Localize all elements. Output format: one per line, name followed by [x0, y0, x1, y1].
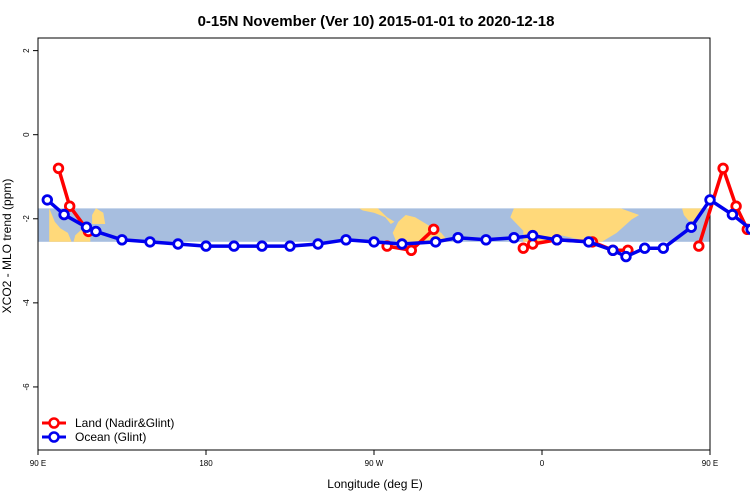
y-axis: 2 0 -2 -4 -6 [22, 48, 38, 391]
land-south-america [392, 215, 449, 242]
data-point-ocean [144, 236, 156, 248]
data-point-ocean [312, 238, 324, 250]
data-point-ocean [90, 225, 102, 238]
x-tick-label: 90 E [702, 459, 718, 468]
data-point-ocean [745, 223, 750, 235]
data-point-land [405, 244, 418, 257]
map-band [38, 208, 710, 242]
legend-label-ocean: Ocean (Glint) [75, 430, 146, 444]
x-tick-label: 0 [540, 459, 545, 468]
data-point-ocean [583, 236, 595, 248]
data-point-ocean [200, 240, 212, 252]
land-africa [510, 208, 640, 242]
data-point-ocean [368, 236, 380, 248]
land-indochina [49, 208, 72, 242]
series-line-ocean [46, 198, 750, 259]
series-ocean [41, 194, 750, 263]
data-point-ocean [508, 231, 520, 244]
data-point-ocean [620, 250, 632, 263]
data-point-ocean [80, 221, 93, 233]
legend-entry-ocean: Ocean (Glint) [42, 430, 146, 444]
data-point-ocean [340, 234, 352, 246]
data-point-ocean [685, 221, 698, 233]
data-point-land [717, 162, 729, 175]
data-point-ocean [396, 238, 408, 250]
series-layer [41, 162, 750, 263]
data-point-ocean [228, 240, 240, 252]
data-point-land [428, 223, 440, 236]
y-tick-label: -6 [22, 383, 31, 391]
data-point-land [693, 240, 705, 252]
land-central-america [359, 208, 395, 224]
legend-marker-ocean [48, 431, 60, 443]
legend: Land (Nadir&Glint) Ocean (Glint) [42, 416, 174, 444]
y-tick-label: 0 [22, 132, 31, 137]
chart-title: 0-15N November (Ver 10) 2015-01-01 to 20… [198, 13, 555, 30]
data-point-ocean [58, 208, 70, 221]
data-point-ocean [607, 244, 619, 257]
data-point-ocean [551, 234, 563, 246]
data-point-ocean [527, 229, 539, 242]
series-line-land [697, 166, 749, 247]
x-axis-label: Longitude (deg E) [327, 477, 422, 491]
land-india [682, 208, 703, 224]
data-point-ocean [256, 240, 268, 252]
data-point-ocean [657, 242, 670, 254]
data-point-ocean [172, 238, 184, 250]
y-tick-label: -2 [22, 215, 31, 223]
x-tick-label: 180 [199, 459, 213, 468]
data-point-land [517, 242, 530, 254]
y-tick-label: 2 [22, 48, 31, 53]
data-point-ocean [41, 194, 54, 206]
data-point-ocean [452, 231, 464, 244]
land-philippines [92, 208, 106, 224]
data-point-ocean [639, 242, 651, 254]
x-axis: 90 E 180 90 W 0 90 E [30, 450, 718, 468]
legend-marker-land [48, 417, 60, 429]
y-tick-label: -4 [22, 299, 31, 307]
data-point-ocean [429, 236, 442, 248]
data-point-ocean [704, 194, 716, 206]
legend-entry-land: Land (Nadir&Glint) [42, 416, 174, 430]
data-point-land [52, 162, 65, 175]
y-axis-label: XCO2 - MLO trend (ppm) [0, 179, 14, 314]
legend-label-land: Land (Nadir&Glint) [75, 416, 174, 430]
data-point-ocean [480, 234, 492, 246]
x-tick-label: 90 E [30, 459, 46, 468]
data-point-ocean [284, 240, 296, 252]
data-point-ocean [726, 208, 739, 221]
x-tick-label: 90 W [365, 459, 384, 468]
data-point-land [63, 200, 76, 212]
data-point-ocean [116, 234, 128, 246]
